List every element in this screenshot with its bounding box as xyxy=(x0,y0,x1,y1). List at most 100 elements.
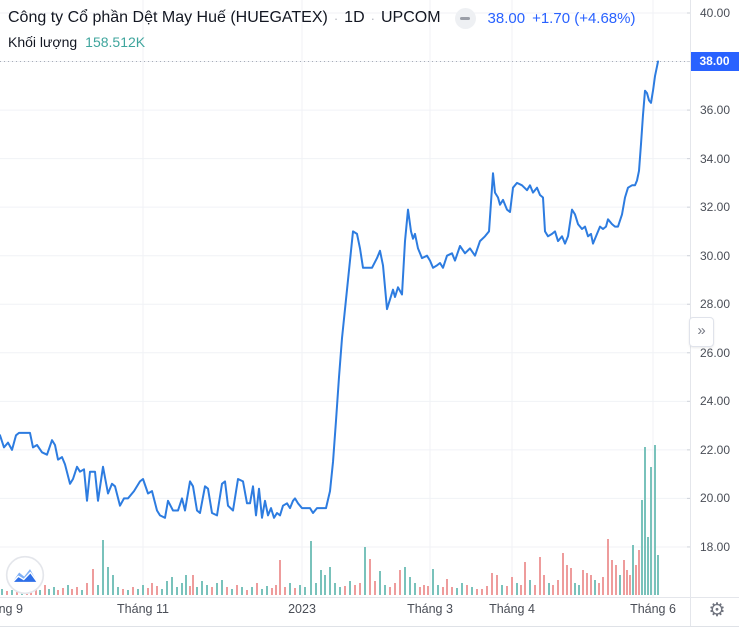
volume-bar xyxy=(607,539,609,595)
volume-bar xyxy=(635,565,637,595)
volume-bar xyxy=(644,447,646,595)
price-axis-label: 20.00 xyxy=(700,491,731,506)
interval-label[interactable]: 1D xyxy=(344,9,365,26)
volume-bar xyxy=(427,586,429,595)
volume-bar xyxy=(506,586,508,595)
exchange-label: UPCOM xyxy=(380,9,441,26)
volume-bar xyxy=(137,589,139,595)
volume-bar xyxy=(67,585,69,595)
volume-bar xyxy=(206,585,208,595)
volume-bar xyxy=(520,585,522,595)
volume-bar xyxy=(86,583,88,595)
volume-bar xyxy=(279,560,281,595)
volume-bar xyxy=(594,580,596,595)
volume-bar xyxy=(641,500,643,595)
volume-bar xyxy=(615,565,617,595)
price-change-value: +1.70 (+4.68%) xyxy=(532,9,636,27)
volume-bar xyxy=(626,570,628,595)
volume-bar xyxy=(374,581,376,595)
volume-bar xyxy=(442,587,444,595)
volume-bar xyxy=(389,587,391,595)
current-price-label: 38.00 xyxy=(690,52,739,72)
axis-vertical-divider xyxy=(690,0,691,626)
time-axis-label: Tháng 4 xyxy=(489,602,535,616)
volume-bar xyxy=(574,583,576,595)
settings-gear-icon[interactable]: ⚙ xyxy=(708,600,726,621)
volume-bar xyxy=(354,585,356,595)
volume-bar xyxy=(320,570,322,595)
volume-bar xyxy=(76,587,78,595)
volume-bar xyxy=(284,587,286,595)
price-axis-label: 30.00 xyxy=(700,248,731,263)
price-axis-label: 36.00 xyxy=(700,103,731,118)
volume-bar xyxy=(657,555,659,595)
volume-bar xyxy=(647,537,649,595)
volume-bar xyxy=(570,568,572,595)
last-price-value: 38.00 xyxy=(487,9,526,27)
volume-bar xyxy=(539,557,541,595)
volume-bar xyxy=(107,567,109,595)
volume-bar xyxy=(211,587,213,595)
volume-bar xyxy=(176,587,178,595)
minus-icon xyxy=(460,16,471,20)
volume-bar xyxy=(161,589,163,595)
volume-bar xyxy=(359,583,361,595)
volume-bar xyxy=(1,589,3,595)
volume-bar xyxy=(632,545,634,595)
volume-bar xyxy=(53,587,55,595)
separator-dot: · xyxy=(333,10,339,26)
volume-bar xyxy=(226,587,228,595)
volume-bar xyxy=(590,575,592,595)
volume-bar xyxy=(271,588,273,595)
price-axis-label: 18.00 xyxy=(700,539,731,554)
volume-bar xyxy=(339,587,341,595)
volume-bar xyxy=(147,588,149,595)
volume-bar xyxy=(409,577,411,595)
price-axis[interactable]: 40.00 38.00 36.00 34.00 32.00 30.00 28.00 26.00… xyxy=(690,0,739,597)
volume-bar xyxy=(48,589,50,595)
volume-bar xyxy=(251,587,253,595)
volume-bar xyxy=(310,541,312,595)
volume-bar xyxy=(524,562,526,595)
volume-row: Khối lượng 158.512K xyxy=(8,34,635,52)
volume-bar xyxy=(117,587,119,595)
provider-logo-icon[interactable] xyxy=(5,555,45,595)
time-axis-label: Tháng 6 xyxy=(630,602,676,616)
volume-bar xyxy=(39,590,41,595)
volume-bar xyxy=(221,580,223,595)
volume-bar xyxy=(491,573,493,595)
volume-bar xyxy=(654,445,656,595)
volume-bar xyxy=(289,583,291,595)
volume-bar xyxy=(543,575,545,595)
volume-bar xyxy=(11,590,13,595)
time-axis-label: Tháng 11 xyxy=(117,602,169,616)
volume-bar xyxy=(256,583,258,595)
volume-bar xyxy=(246,590,248,595)
volume-bar xyxy=(81,590,83,595)
expand-pane-button[interactable]: » xyxy=(689,317,714,347)
volume-bar xyxy=(534,585,536,595)
volume-bar xyxy=(364,547,366,595)
chart-header: Công ty Cổ phần Dệt May Huế (HUEGATEX) ·… xyxy=(8,6,635,52)
symbol-title[interactable]: Công ty Cổ phần Dệt May Huế (HUEGATEX) xyxy=(8,9,328,26)
time-axis-label: Tháng 9 xyxy=(0,602,23,616)
time-axis[interactable]: Tháng 9 Tháng 11 2023 Tháng 3 Tháng 4 Tháng 6 xyxy=(0,598,690,624)
volume-bar xyxy=(432,569,434,595)
volume-bar xyxy=(650,467,652,595)
volume-bar xyxy=(185,575,187,595)
volume-bar xyxy=(369,559,371,595)
volume-bar xyxy=(379,571,381,595)
volume-bar xyxy=(329,567,331,595)
volume-bar xyxy=(231,589,233,595)
volume-bar xyxy=(466,585,468,595)
volume-bar xyxy=(192,575,194,595)
time-axis-label: Tháng 3 xyxy=(407,602,453,616)
price-axis-label: 34.00 xyxy=(700,151,731,166)
volume-bar xyxy=(446,579,448,595)
volume-bar xyxy=(92,569,94,595)
volume-bars xyxy=(1,445,659,595)
price-axis-label: 26.00 xyxy=(700,345,731,360)
volume-bar xyxy=(304,587,306,595)
volume-bar xyxy=(399,570,401,595)
